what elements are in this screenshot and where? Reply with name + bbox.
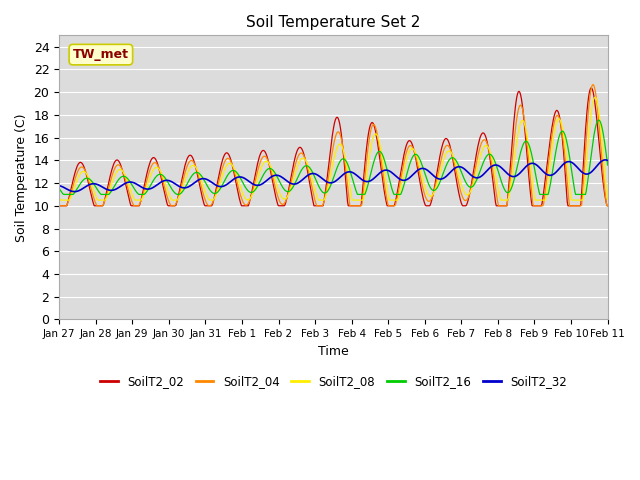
SoilT2_04 <box>66 194 74 200</box>
SoilT2_32 <box>417 166 424 171</box>
SoilT2_08 <box>55 194 63 200</box>
SoilT2_16 <box>401 180 408 185</box>
SoilT2_16 <box>604 162 611 168</box>
SoilT2_16 <box>417 158 424 164</box>
Line: SoilT2_08: SoilT2_08 <box>59 97 607 200</box>
SoilT2_04 <box>55 202 63 207</box>
SoilT2_32 <box>122 180 130 186</box>
Legend: SoilT2_02, SoilT2_04, SoilT2_08, SoilT2_16, SoilT2_32: SoilT2_02, SoilT2_04, SoilT2_08, SoilT2_… <box>95 371 572 393</box>
Y-axis label: Soil Temperature (C): Soil Temperature (C) <box>15 113 28 241</box>
SoilT2_16 <box>595 117 602 123</box>
SoilT2_04 <box>401 156 408 161</box>
SoilT2_02 <box>604 203 611 209</box>
SoilT2_02 <box>177 180 185 185</box>
SoilT2_02 <box>416 180 424 185</box>
SoilT2_04 <box>604 203 611 209</box>
SoilT2_16 <box>178 189 186 195</box>
X-axis label: Time: Time <box>318 345 349 358</box>
SoilT2_04 <box>122 180 130 185</box>
SoilT2_32 <box>602 157 609 163</box>
Line: SoilT2_16: SoilT2_16 <box>59 120 607 194</box>
SoilT2_32 <box>178 185 186 191</box>
SoilT2_32 <box>207 179 215 185</box>
Title: Soil Temperature Set 2: Soil Temperature Set 2 <box>246 15 420 30</box>
SoilT2_08 <box>591 95 599 100</box>
SoilT2_32 <box>55 183 63 189</box>
SoilT2_16 <box>60 192 68 197</box>
SoilT2_02 <box>65 194 73 200</box>
SoilT2_32 <box>401 178 408 183</box>
Line: SoilT2_04: SoilT2_04 <box>59 84 607 206</box>
SoilT2_04 <box>417 176 424 182</box>
SoilT2_32 <box>65 187 73 193</box>
SoilT2_16 <box>207 189 215 194</box>
SoilT2_08 <box>604 196 611 202</box>
SoilT2_08 <box>417 168 424 174</box>
Text: TW_met: TW_met <box>73 48 129 61</box>
SoilT2_08 <box>178 187 186 192</box>
SoilT2_02 <box>206 203 214 209</box>
SoilT2_08 <box>66 196 74 202</box>
SoilT2_08 <box>122 176 130 181</box>
SoilT2_04 <box>178 181 186 187</box>
SoilT2_16 <box>122 174 130 180</box>
SoilT2_08 <box>401 165 408 170</box>
SoilT2_02 <box>55 203 63 209</box>
SoilT2_02 <box>122 180 129 186</box>
SoilT2_08 <box>207 197 215 203</box>
SoilT2_08 <box>57 197 65 203</box>
SoilT2_04 <box>207 202 215 208</box>
SoilT2_16 <box>55 186 63 192</box>
SoilT2_02 <box>588 85 595 91</box>
SoilT2_04 <box>56 203 64 209</box>
SoilT2_02 <box>400 152 408 157</box>
Line: SoilT2_02: SoilT2_02 <box>59 88 607 206</box>
SoilT2_04 <box>589 82 597 87</box>
SoilT2_32 <box>604 157 611 163</box>
SoilT2_32 <box>70 189 78 194</box>
Line: SoilT2_32: SoilT2_32 <box>59 160 607 192</box>
SoilT2_16 <box>66 192 74 197</box>
